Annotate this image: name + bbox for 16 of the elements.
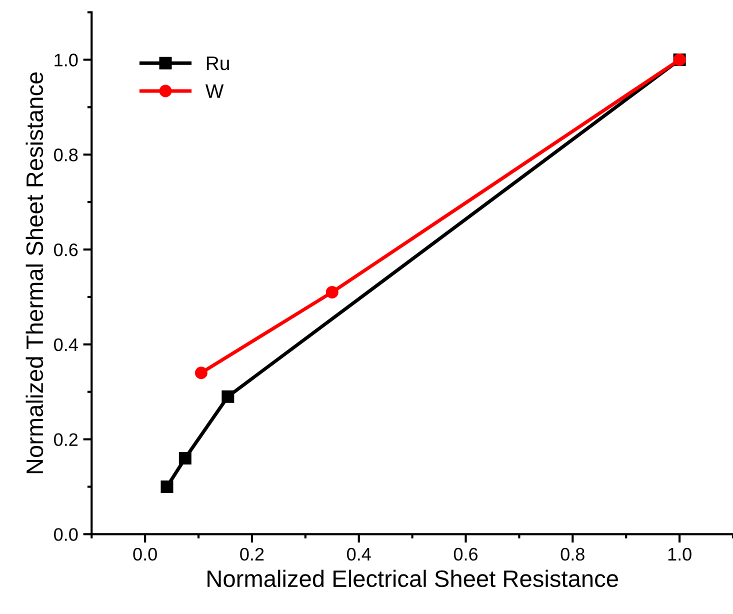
y-tick-label: 1.0: [54, 54, 78, 66]
y-axis-title: Normalized Thermal Sheet Resistance: [26, 72, 44, 474]
x-tick-label: 0.6: [454, 548, 478, 561]
y-tick-label: 0.2: [54, 433, 78, 446]
y-tick-label: 0.0: [54, 528, 78, 541]
y-tick-label: 0.6: [54, 243, 78, 256]
x-tick-label: 0.8: [560, 548, 584, 561]
legend-label: W: [205, 84, 224, 98]
y-tick-label: 0.8: [54, 148, 78, 162]
x-axis-title: Normalized Electrical Sheet Resistance: [208, 570, 618, 588]
x-tick-label: 1.0: [668, 548, 692, 561]
x-tick-label: 0.2: [240, 548, 264, 561]
x-tick-label: 0.0: [133, 548, 157, 561]
x-tick-label: 0.4: [347, 548, 371, 561]
legend-label: Ru: [206, 56, 229, 70]
y-tick-label: 0.4: [54, 338, 78, 352]
